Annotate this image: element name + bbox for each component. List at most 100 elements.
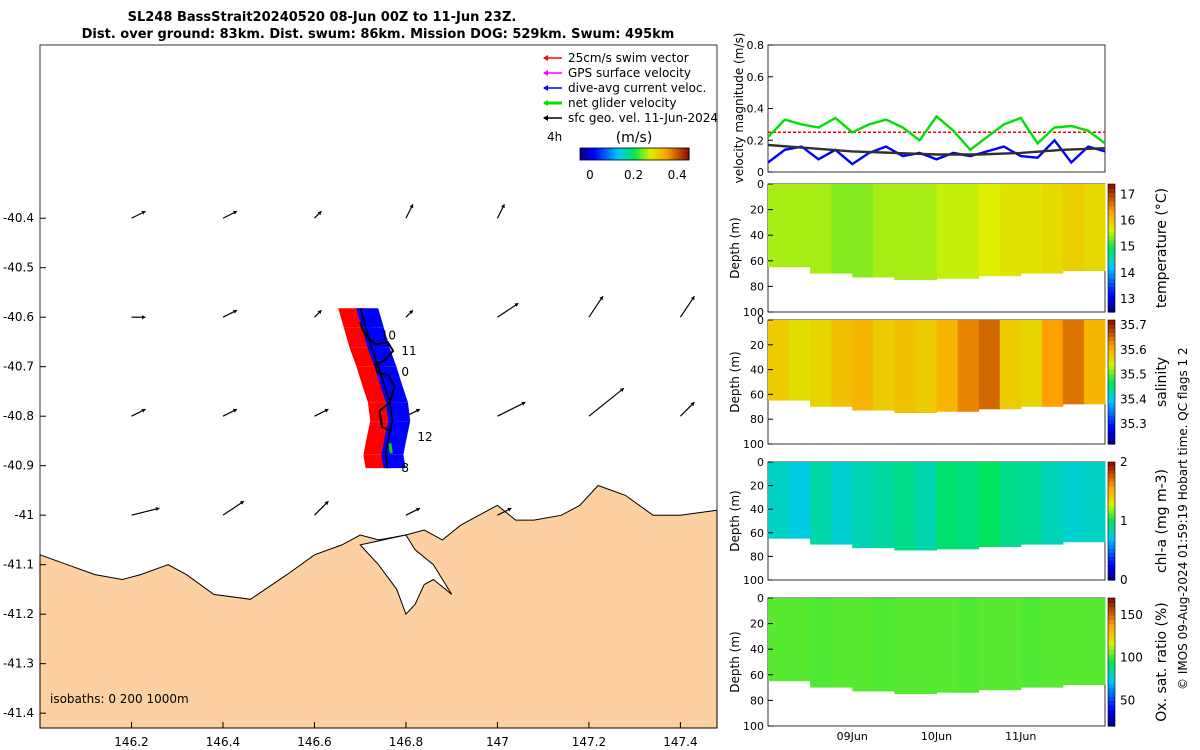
x-tick-label: 146.4 <box>206 735 240 749</box>
section-cell <box>1041 598 1064 688</box>
section-colorbar-cell <box>1108 513 1115 518</box>
legend-label: net glider velocity <box>568 96 676 110</box>
geo-vel-arrow-head <box>141 210 146 215</box>
colorbar-cell <box>596 148 600 160</box>
section-y-tick-label: 60 <box>750 255 764 268</box>
section-cell <box>915 184 937 280</box>
colorbar-cell <box>615 148 619 160</box>
section-colorbar-cell <box>1108 431 1115 437</box>
section-colorbar-cell <box>1108 423 1115 429</box>
section-y-tick-label: 60 <box>750 388 764 401</box>
section-cell <box>873 320 895 411</box>
section-cell <box>957 184 980 279</box>
section-colorbar-cell <box>1108 277 1115 283</box>
section-cell <box>1041 184 1064 274</box>
time-tick-label: 11Jun <box>1005 730 1036 743</box>
section-colorbar-cell <box>1108 320 1115 325</box>
section-cell <box>831 320 853 407</box>
map-panel: 146.2 146.4 146.6 146.8 147 147.2 147.4 -40.4 -4… <box>3 44 718 749</box>
colorbar-tick: 0 <box>586 168 594 182</box>
y-tick-label: -41.1 <box>3 558 34 572</box>
section-cell <box>894 184 916 280</box>
colorbar-cell <box>585 148 589 160</box>
geo-vel-arrow <box>497 401 526 417</box>
legend-swatch-head <box>543 115 548 121</box>
section-cell <box>852 184 874 278</box>
colorbar-cell <box>683 148 687 160</box>
section-colorbar-cell <box>1108 704 1115 710</box>
section-cell <box>810 320 832 407</box>
section-colorbar-cell <box>1108 564 1115 569</box>
section-colorbar-cell <box>1108 517 1115 522</box>
y-tick-label: -41 <box>14 508 34 522</box>
section-colorbar-cell <box>1108 552 1115 557</box>
section-y-tick-label: 20 <box>750 204 764 217</box>
section-colorbar-cell <box>1108 544 1115 550</box>
section-colorbar-cell <box>1108 489 1115 495</box>
section-colorbar-cell <box>1108 653 1115 659</box>
section-colorbar-cell <box>1108 439 1115 445</box>
section-cell <box>936 320 959 412</box>
section-colorbar-cell <box>1108 644 1115 650</box>
section-cell <box>978 462 1001 547</box>
section-cell <box>768 320 790 401</box>
section-y-tick-label: 80 <box>750 280 764 293</box>
section-colorbar-cell <box>1108 670 1115 676</box>
section-y-tick-label: 100 <box>743 574 764 587</box>
imos-credit: © IMOS 09-Aug-2024 01:59:19 Hobart time.… <box>1176 347 1190 690</box>
colorbar-cell <box>686 148 690 160</box>
colorbar-cell <box>656 148 660 160</box>
section-colorbar-cell <box>1108 481 1115 487</box>
section-colorbar-cell <box>1108 717 1115 723</box>
section-colorbar-cell <box>1108 307 1115 313</box>
section-colorbar-cell <box>1108 205 1115 211</box>
section-cell <box>789 462 811 539</box>
colorbar-cell <box>672 148 676 160</box>
section-colorbar-cell <box>1108 679 1115 684</box>
section-colorbar-tick: 17 <box>1120 187 1135 201</box>
colorbar-cell <box>678 148 682 160</box>
section-cell <box>999 320 1022 410</box>
section-colorbar-cell <box>1108 243 1115 249</box>
section-y-tick-label: 0 <box>757 178 764 191</box>
section-colorbar-cell <box>1108 269 1115 275</box>
section-colorbar-label: salinity <box>1154 357 1170 407</box>
vel-y-tick-label: 0.4 <box>747 103 765 116</box>
section-y-tick-label: 0 <box>757 592 764 605</box>
section-colorbar-tick: 35.4 <box>1120 392 1147 406</box>
x-tick-label: 146.6 <box>297 735 331 749</box>
colorbar-cell <box>623 148 627 160</box>
section-cell <box>789 184 811 268</box>
title-line-2: Dist. over ground: 83km. Dist. swum: 86k… <box>82 27 675 42</box>
section-colorbar-cell <box>1108 598 1115 603</box>
section-cell <box>1020 184 1043 274</box>
colorbar-cell <box>612 148 617 160</box>
section-colorbar-cell <box>1108 332 1115 338</box>
day-label: 0 <box>401 365 409 379</box>
section-colorbar-cell <box>1108 505 1115 510</box>
section-colorbar-cell <box>1108 532 1115 538</box>
section-colorbar-tick: 50 <box>1120 693 1135 707</box>
section-colorbar-cell <box>1108 235 1115 241</box>
section-colorbar-cell <box>1108 465 1115 471</box>
section-cell <box>1020 320 1043 407</box>
colorbar-cell <box>653 148 657 160</box>
section-colorbar-cell <box>1108 606 1115 612</box>
section-cell <box>957 320 980 412</box>
vel-y-label: velocity magnitude (m/s) <box>732 33 746 184</box>
geo-vel-arrow-head <box>415 408 420 413</box>
section-colorbar-cell <box>1108 226 1115 232</box>
section-cell <box>957 598 980 693</box>
section-colorbar-cell <box>1108 282 1115 287</box>
section-colorbar-frame <box>1107 319 1116 445</box>
colorbar-cell <box>659 148 663 160</box>
section-y-tick-label: 20 <box>750 618 764 631</box>
section-y-tick-label: 80 <box>750 413 764 426</box>
section-colorbar-cell <box>1108 493 1115 498</box>
section-colorbar-cell <box>1108 201 1115 206</box>
geo-vel-arrow-head <box>141 408 146 413</box>
section-colorbar-cell <box>1108 394 1115 400</box>
section-y-tick-label: 60 <box>750 669 764 682</box>
section-y-tick-label: 100 <box>743 720 764 733</box>
vel-y-tick-label: 0.8 <box>747 39 765 52</box>
